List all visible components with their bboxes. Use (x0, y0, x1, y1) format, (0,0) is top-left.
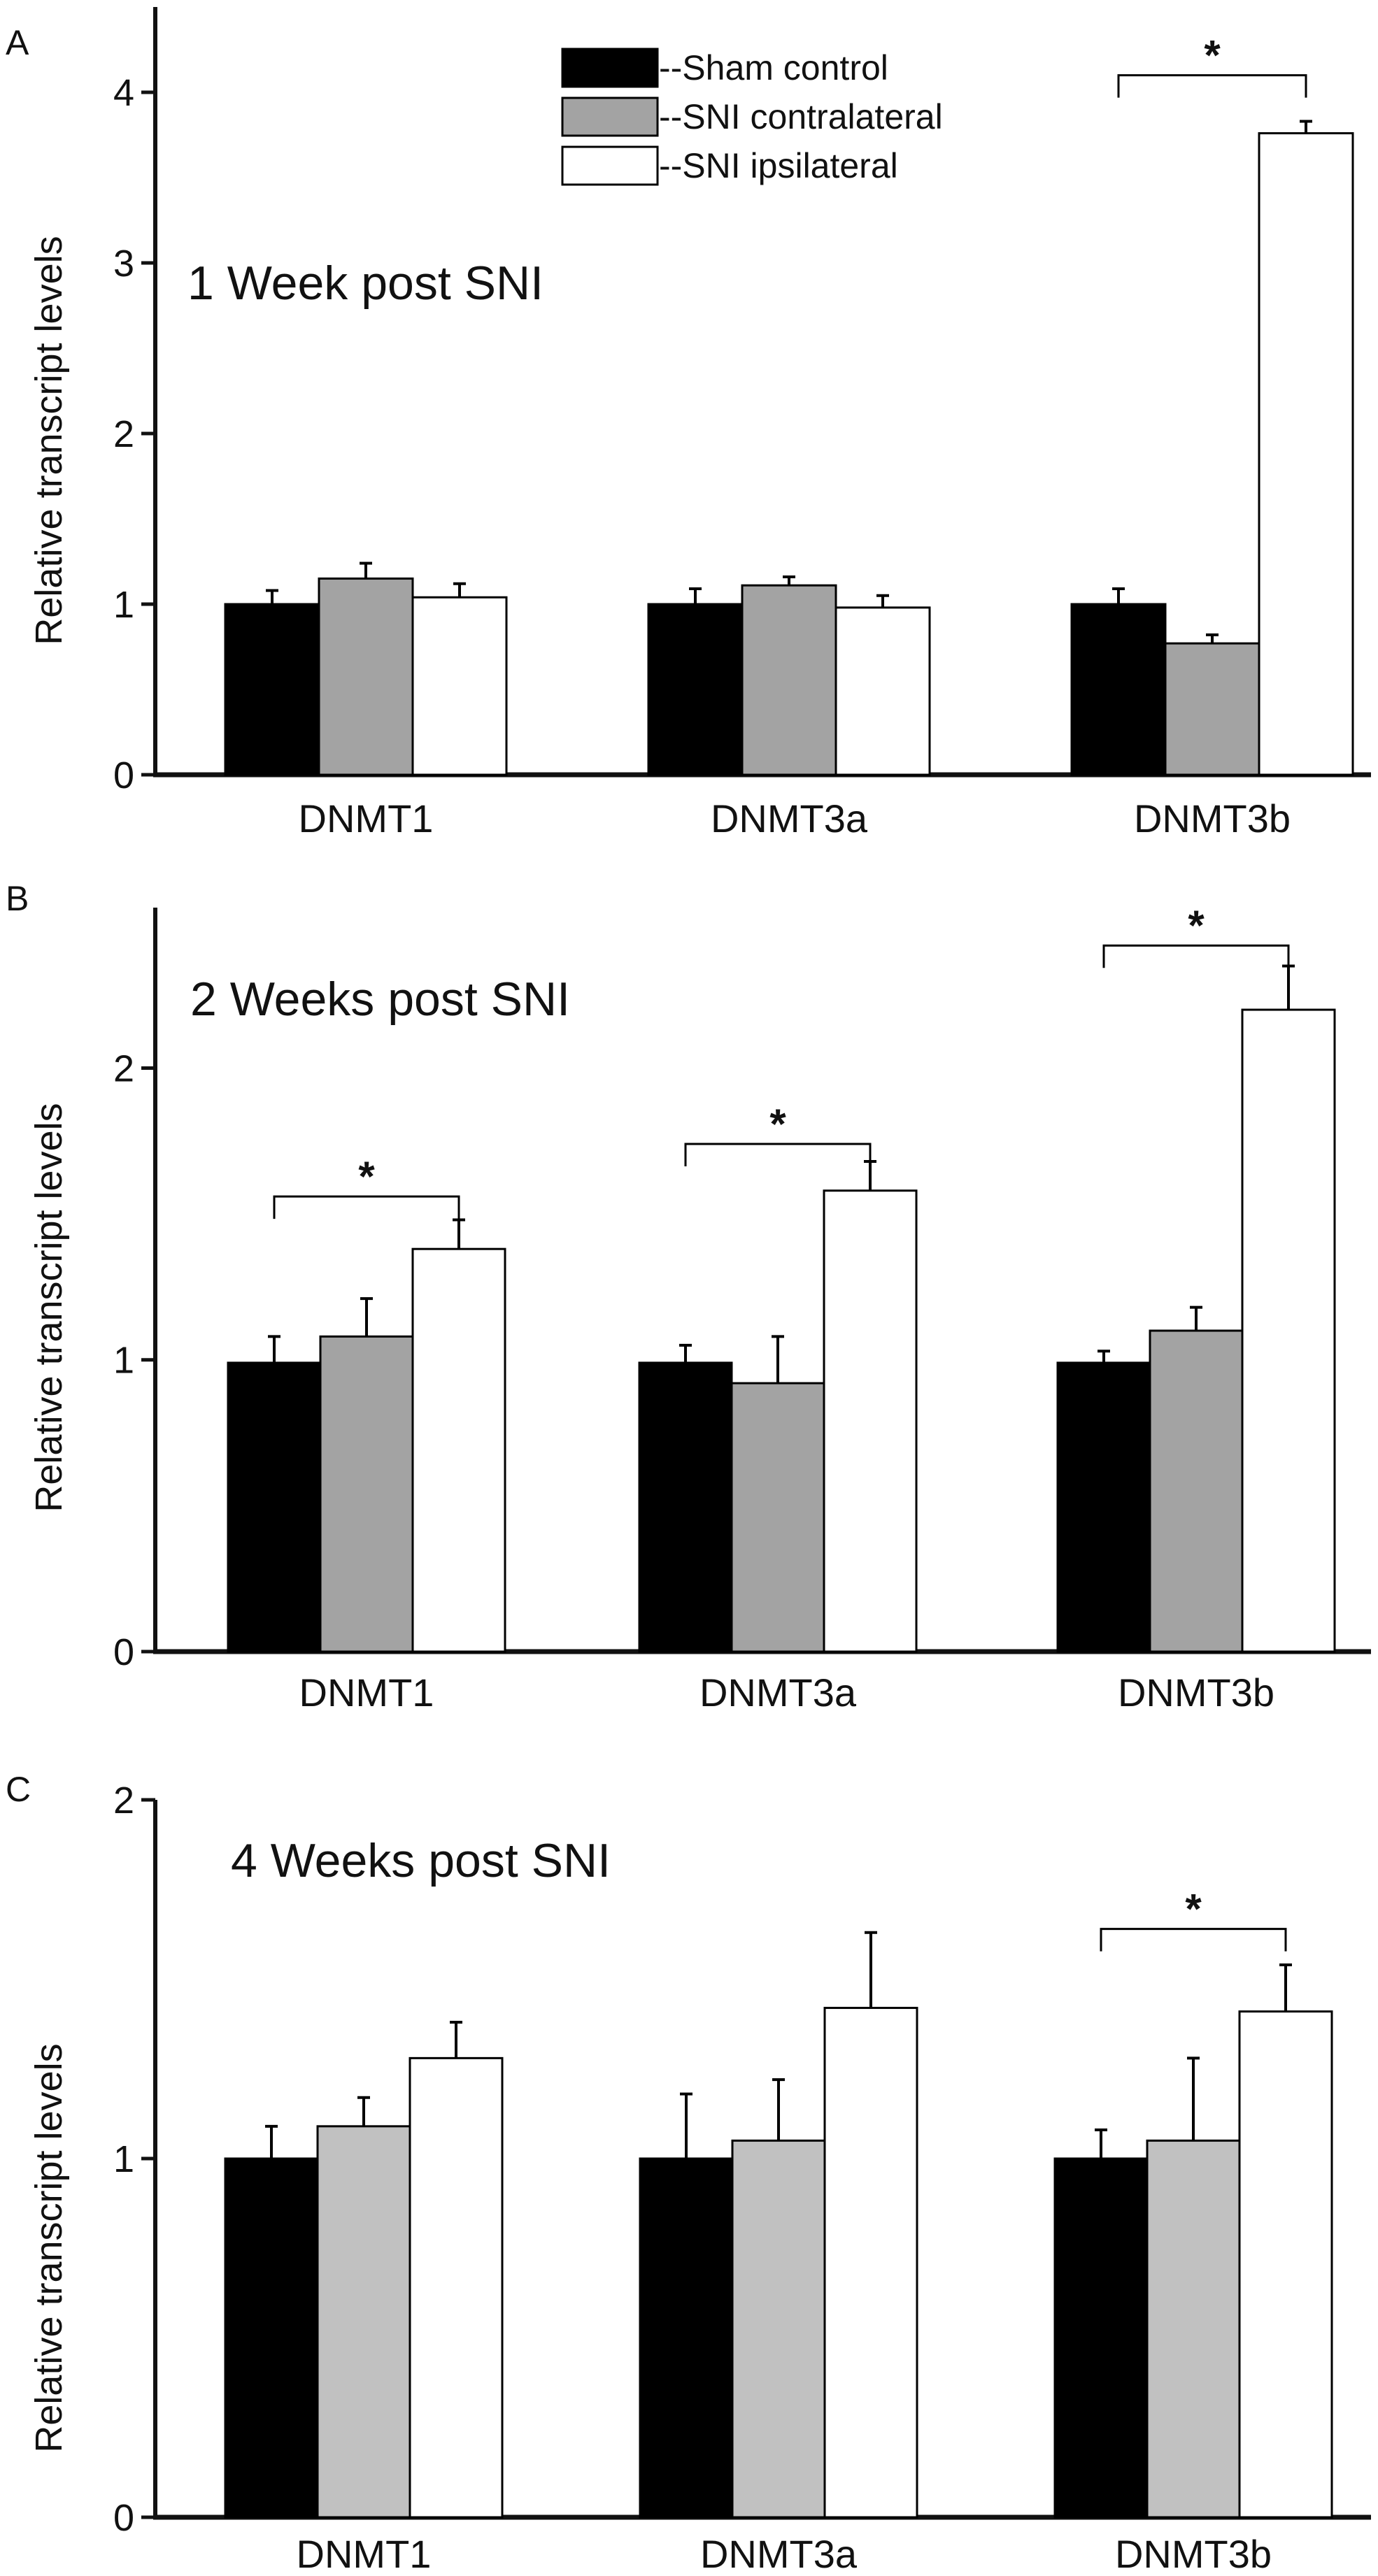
y-tick-label-b-1: 1 (113, 1340, 134, 1382)
significance-bracket-c-dnmt3b (1100, 1928, 1287, 1952)
bar-a-dnmt3a-ipsilateral (834, 606, 931, 776)
category-label-a-dnmt1: DNMT1 (299, 796, 434, 840)
panel-c-chart: C 4 Weeks post SNI Relative transcript l… (6, 1770, 1371, 2576)
significance-star-b-dnmt3b: * (1188, 902, 1205, 949)
category-label-a-dnmt3a: DNMT3a (711, 796, 868, 840)
y-tick-label-a-2: 2 (113, 413, 134, 455)
y-tick-label-a-1: 1 (113, 584, 134, 626)
bar-c-dnmt3b-sham (1053, 2157, 1149, 2519)
bar-a-dnmt1-contralateral (318, 577, 414, 776)
bar-b-dnmt3b-sham (1056, 1361, 1151, 1653)
legend-label-contralateral: --SNI contralateral (659, 97, 943, 136)
significance-bracket-b-dnmt3a (684, 1143, 872, 1166)
category-label-a-dnmt3b: DNMT3b (1134, 796, 1291, 840)
legend: --Sham control --SNI contralateral --SNI… (561, 48, 943, 186)
bar-a-dnmt3b-contralateral (1164, 642, 1260, 776)
significance-star-b-dnmt3a: * (769, 1101, 786, 1147)
bar-b-dnmt1-contralateral (319, 1335, 414, 1653)
bar-a-dnmt3a-contralateral (741, 584, 837, 776)
panel-title-b: 2 Weeks post SNI (190, 973, 570, 1026)
bar-b-dnmt3a-ipsilateral (823, 1189, 918, 1653)
panel-title-a: 1 Week post SNI (187, 257, 544, 310)
panel-a-chart: A 1 Week post SNI Relative transcript le… (6, 7, 1371, 840)
significance-bracket-a-dnmt3b (1117, 74, 1307, 98)
significance-star-b-dnmt1: * (358, 1153, 375, 1200)
bar-a-dnmt3a-sham (647, 603, 744, 776)
bar-c-dnmt3b-contralateral (1146, 2139, 1241, 2519)
bar-b-dnmt1-ipsilateral (411, 1247, 506, 1653)
panel-title-c: 4 Weeks post SNI (231, 1834, 611, 1887)
bar-c-dnmt3a-sham (639, 2157, 734, 2519)
bar-c-dnmt1-contralateral (316, 2125, 411, 2519)
significance-star-c-dnmt3b: * (1185, 1886, 1202, 1933)
category-label-c-dnmt1: DNMT1 (297, 2532, 432, 2576)
y-tick-label-c-1: 1 (113, 2138, 134, 2180)
y-tick-label-c-0: 0 (113, 2497, 134, 2539)
y-tick-label-b-0: 0 (113, 1631, 134, 1673)
y-axis-title-c: Relative transcript levels (28, 2043, 70, 2452)
y-axis-title-a: Relative transcript levels (28, 236, 70, 645)
bar-c-dnmt3b-ipsilateral (1238, 2010, 1333, 2519)
y-tick-label-a-3: 3 (113, 243, 134, 285)
y-tick-label-a-0: 0 (113, 754, 134, 796)
bar-c-dnmt1-sham (224, 2157, 319, 2519)
category-label-c-dnmt3a: DNMT3a (700, 2532, 858, 2576)
bar-a-dnmt3b-sham (1070, 603, 1167, 776)
bar-c-dnmt3a-ipsilateral (823, 2007, 918, 2519)
y-tick-label-c-2: 2 (113, 1780, 134, 1822)
legend-swatch-sham (561, 48, 659, 88)
bar-a-dnmt1-sham (224, 603, 320, 776)
y-axis-title-b: Relative transcript levels (28, 1103, 70, 1512)
bar-c-dnmt3a-contralateral (731, 2139, 826, 2519)
legend-swatch-contralateral (561, 96, 659, 137)
y-tick-label-a-4: 4 (113, 72, 134, 114)
significance-bracket-b-dnmt1 (273, 1195, 460, 1219)
bar-a-dnmt3b-ipsilateral (1258, 132, 1354, 776)
category-label-c-dnmt3b: DNMT3b (1115, 2532, 1272, 2576)
panel-label-c: C (6, 1770, 31, 1809)
significance-star-a-dnmt3b: * (1204, 32, 1221, 79)
bar-b-dnmt3b-ipsilateral (1241, 1008, 1336, 1653)
bar-b-dnmt3b-contralateral (1149, 1329, 1244, 1653)
legend-label-ipsilateral: --SNI ipsilateral (659, 146, 898, 185)
category-label-b-dnmt1: DNMT1 (299, 1670, 434, 1715)
y-tick-label-b-2: 2 (113, 1047, 134, 1089)
panel-label-a: A (6, 23, 29, 62)
panel-label-b: B (6, 879, 29, 918)
bar-b-dnmt3a-sham (638, 1361, 733, 1653)
bar-b-dnmt3a-contralateral (730, 1382, 825, 1653)
bar-c-dnmt1-ipsilateral (409, 2056, 504, 2519)
significance-bracket-b-dnmt3b (1102, 944, 1290, 968)
category-label-b-dnmt3b: DNMT3b (1118, 1670, 1274, 1715)
category-label-b-dnmt3a: DNMT3a (699, 1670, 857, 1715)
bar-b-dnmt1-sham (227, 1361, 322, 1653)
legend-swatch-ipsilateral (561, 145, 659, 186)
legend-label-sham: --Sham control (659, 48, 888, 87)
panel-b-chart: B 2 Weeks post SNI Relative transcript l… (6, 879, 1371, 1715)
bar-a-dnmt1-ipsilateral (411, 596, 508, 776)
